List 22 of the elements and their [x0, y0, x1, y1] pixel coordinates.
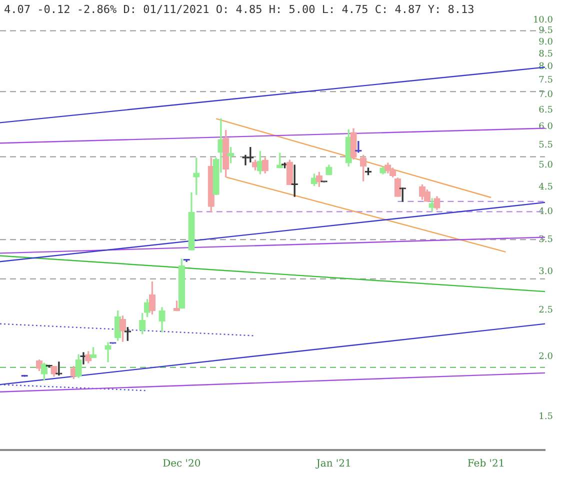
y-tick-label: 9.5	[538, 26, 554, 36]
y-tick-label: 4.0	[538, 207, 554, 218]
x-tick-label: Dec '20	[162, 458, 201, 470]
y-tick-label: 6.0	[538, 122, 554, 132]
y-tick-label: 2.5	[538, 305, 554, 316]
y-tick-label: 4.5	[538, 182, 554, 192]
candlestick	[104, 342, 112, 362]
y-tick-label: 5.5	[538, 140, 554, 150]
y-tick-label: 5.0	[538, 160, 554, 170]
y-tick-label: 2.0	[538, 352, 554, 362]
y-tick-label: 3.0	[538, 267, 554, 278]
x-tick-label: Jan '21	[315, 458, 352, 470]
y-tick-label: 9.0	[538, 37, 554, 48]
y-tick-label: 8.0	[538, 62, 554, 72]
y-tick-label: 10.0	[532, 15, 554, 26]
y-tick-label: 8.5	[538, 49, 554, 60]
y-tick-label: 6.5	[538, 105, 554, 116]
y-tick-label: 1.5	[538, 412, 554, 422]
y-tick-label: 7.0	[538, 90, 554, 100]
y-tick-label: 7.5	[538, 76, 554, 86]
chart-title: 4.07 -0.12 -2.86% D: 01/11/2021 O: 4.85 H: 5.00 L: 4.75 C: 4.87 Y: 8.13	[4, 3, 474, 16]
x-tick-label: Feb '21	[467, 458, 505, 470]
